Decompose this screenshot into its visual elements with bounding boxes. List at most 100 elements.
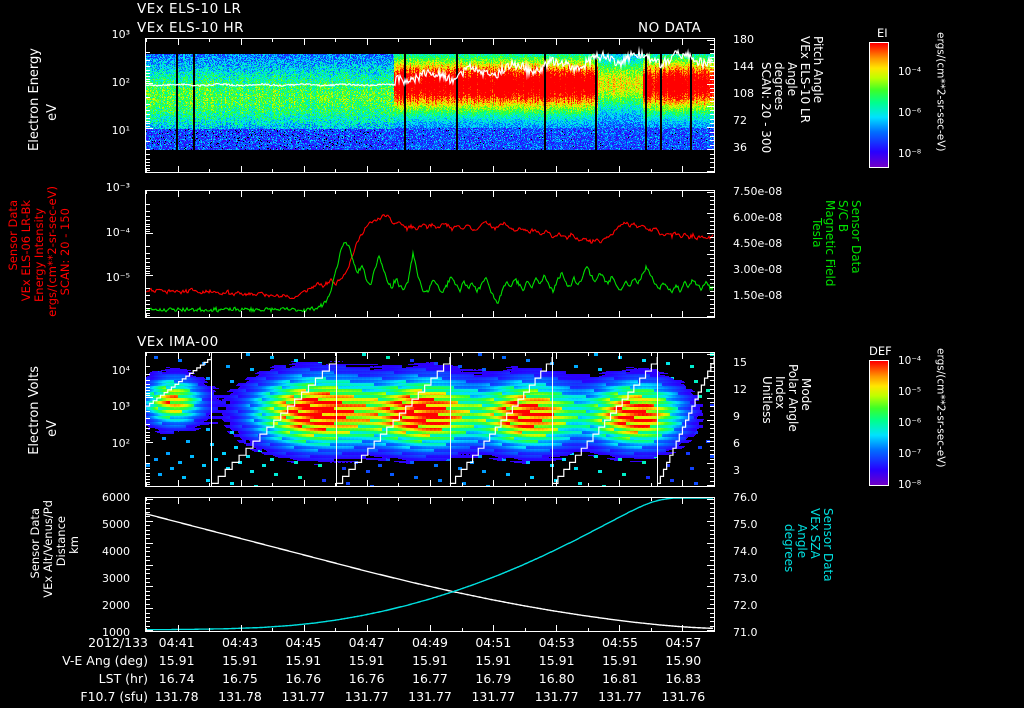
panel3-ytick-2: 10² [111, 437, 130, 450]
f107-value: 131.77 [598, 689, 642, 704]
panel3-right-label-2: Index [773, 376, 787, 410]
panel1-rtick-144: 144 [733, 60, 754, 73]
panel2-ytick-1: 10⁻⁴ [105, 226, 130, 239]
panel4-rtick-5: 71.0 [733, 626, 758, 639]
time-value: 04:43 [221, 635, 259, 650]
ima-ion-spectrogram [146, 353, 714, 486]
panel3-ytick-0: 10⁴ [111, 364, 130, 377]
panel2-right-label-0: Sensor Data [849, 200, 863, 274]
panel1-cb-tick-2: 10⁻⁸ [898, 148, 922, 160]
panel1-right-label-3: degrees [772, 62, 786, 111]
panel3-right-label-0: Mode [799, 378, 813, 411]
ve-ang-value: 15.91 [222, 653, 258, 668]
panel4-rtick-2: 74.0 [733, 545, 758, 558]
panel3-right-label-1: Polar Angle [786, 364, 800, 432]
panel3-cb-tick-4: 10⁻⁸ [898, 479, 922, 491]
ve-ang-value: 15.91 [158, 653, 195, 668]
panel2-left-label-2: Energy Intensity [32, 208, 46, 302]
panel2-right-label-3: Tesla [810, 218, 824, 248]
panel4-left-label-2: Distance [54, 516, 68, 567]
f107-value: 131.77 [408, 689, 452, 704]
panel1-yunits: eV [45, 104, 60, 121]
ve-ang-value: 15.91 [538, 653, 575, 668]
lst-value: 16.80 [538, 671, 575, 686]
panel3-right-label-3: Unitless [760, 376, 774, 424]
lst-value: 16.74 [158, 671, 195, 686]
panel3-title: VEx IMA-00 [137, 334, 219, 350]
panel1-ytick-1000: 10³ [111, 28, 130, 41]
time-value: 04:47 [348, 635, 385, 650]
panel3-rtick-4: 3 [733, 464, 740, 477]
panel1-colorbar [869, 42, 889, 168]
panel1-title-lr: VEx ELS-10 LR [137, 1, 242, 17]
panel2-left-label-3: ergs/(cm**2-sr-sec-eV) [45, 186, 59, 317]
panel3-rtick-2: 9 [733, 410, 740, 423]
panel3-plot-area [145, 352, 715, 487]
panel4-right-label-2: Angle [795, 524, 809, 559]
panel3-colorbar-name: DEF [869, 344, 892, 358]
electron-energy-spectrogram [146, 39, 714, 172]
time-value: 04:45 [285, 635, 322, 650]
panel3-cb-tick-3: 10⁻⁷ [898, 448, 922, 460]
time-value: 04:55 [601, 635, 639, 650]
panel1-ytick-10: 10¹ [111, 124, 130, 137]
panel1-title-hr: VEx ELS-10 HR [137, 20, 245, 36]
panel1-colorbar-name: EI [877, 26, 888, 40]
ve-ang-value: 15.91 [285, 653, 322, 668]
panel1-rtick-36: 36 [733, 141, 747, 154]
lst-row-label: LST (hr) [98, 671, 148, 686]
panel3-rtick-3: 6 [733, 437, 740, 450]
lst-value: 16.83 [665, 671, 702, 686]
panel1-cb-tick-1: 10⁻⁶ [898, 107, 922, 119]
panel3-ytick-1: 10³ [111, 400, 130, 413]
panel2-rtick-3: 3.00e-08 [733, 263, 783, 276]
f107-value: 131.77 [344, 689, 389, 704]
panel3-cb-tick-1: 10⁻⁵ [898, 386, 922, 398]
panel2-plot-area [145, 190, 715, 318]
panel1-right-label-4: SCAN: 20 - 300 [759, 62, 773, 154]
panel4-rtick-4: 72.0 [733, 599, 758, 612]
panel2-left-label-0: Sensor Data [6, 200, 20, 271]
panel1-no-data-label: NO DATA [638, 20, 702, 36]
panel2-ytick-0: 10⁻³ [105, 181, 130, 194]
panel2-left-label-4: SCAN: 20 - 150 [58, 208, 72, 296]
time-value: 04:41 [158, 635, 195, 650]
panel3-rtick-1: 12 [733, 383, 747, 396]
panel4-rtick-0: 76.0 [733, 491, 758, 504]
panel1-ylabel: Electron Energy [27, 48, 42, 151]
panel1-right-label-0: Pitch Angle [811, 36, 825, 104]
panel4-right-label-0: Sensor Data [821, 508, 835, 582]
altitude-and-sza-chart [146, 498, 714, 631]
lst-value: 16.76 [285, 671, 322, 686]
panel2-right-label-2: Magnetic Field [823, 200, 837, 287]
ve-ang-value: 15.90 [665, 653, 702, 668]
panel4-ytick-4: 2000 [102, 599, 130, 612]
f107-value: 131.77 [281, 689, 326, 704]
f107-value: 131.78 [218, 689, 262, 704]
panel4-right-label-3: degrees [782, 524, 796, 573]
ve-ang-value: 15.91 [475, 653, 512, 668]
panel4-ytick-0: 6000 [102, 491, 130, 504]
panel3-rtick-0: 15 [733, 356, 747, 369]
panel1-plot-area [145, 38, 715, 173]
panel2-ytick-2: 10⁻⁵ [105, 271, 130, 284]
panel4-right-label-1: VEx SZA [808, 508, 822, 559]
ve-ang-value: 15.91 [348, 653, 385, 668]
panel4-left-label-1: VEx Alt/Venus/Pd [41, 500, 55, 598]
panel4-plot-area [145, 497, 715, 632]
ve-ang-value: 15.91 [412, 653, 448, 668]
lst-value: 16.76 [348, 671, 385, 686]
f107-row-label: F10.7 (sfu) [80, 689, 148, 704]
panel1-right-label-2: Angle [785, 62, 799, 97]
ve-ang-row-label: V-E Ang (deg) [62, 653, 148, 668]
panel1-cb-tick-0: 10⁻⁴ [898, 66, 922, 78]
panel4-rtick-3: 73.0 [733, 572, 758, 585]
panel2-rtick-1: 6.00e-08 [733, 211, 783, 224]
panel4-left-label-0: Sensor Data [28, 508, 42, 579]
f107-value: 131.76 [661, 689, 706, 704]
lst-value: 16.81 [602, 671, 638, 686]
f107-value: 131.77 [471, 689, 516, 704]
lst-value: 16.79 [475, 671, 512, 686]
time-value: 04:51 [475, 635, 512, 650]
panel1-colorbar-units: ergs/(cm**2-sr-sec-eV) [934, 32, 947, 152]
